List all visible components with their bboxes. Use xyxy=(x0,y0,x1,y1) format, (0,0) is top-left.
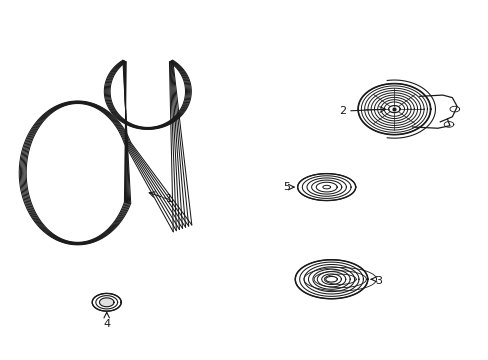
Text: 1: 1 xyxy=(166,194,173,204)
Text: 3: 3 xyxy=(374,276,381,286)
Polygon shape xyxy=(99,298,114,307)
Text: 2: 2 xyxy=(338,106,346,116)
Text: 4: 4 xyxy=(103,319,110,329)
Text: 5: 5 xyxy=(283,182,290,192)
